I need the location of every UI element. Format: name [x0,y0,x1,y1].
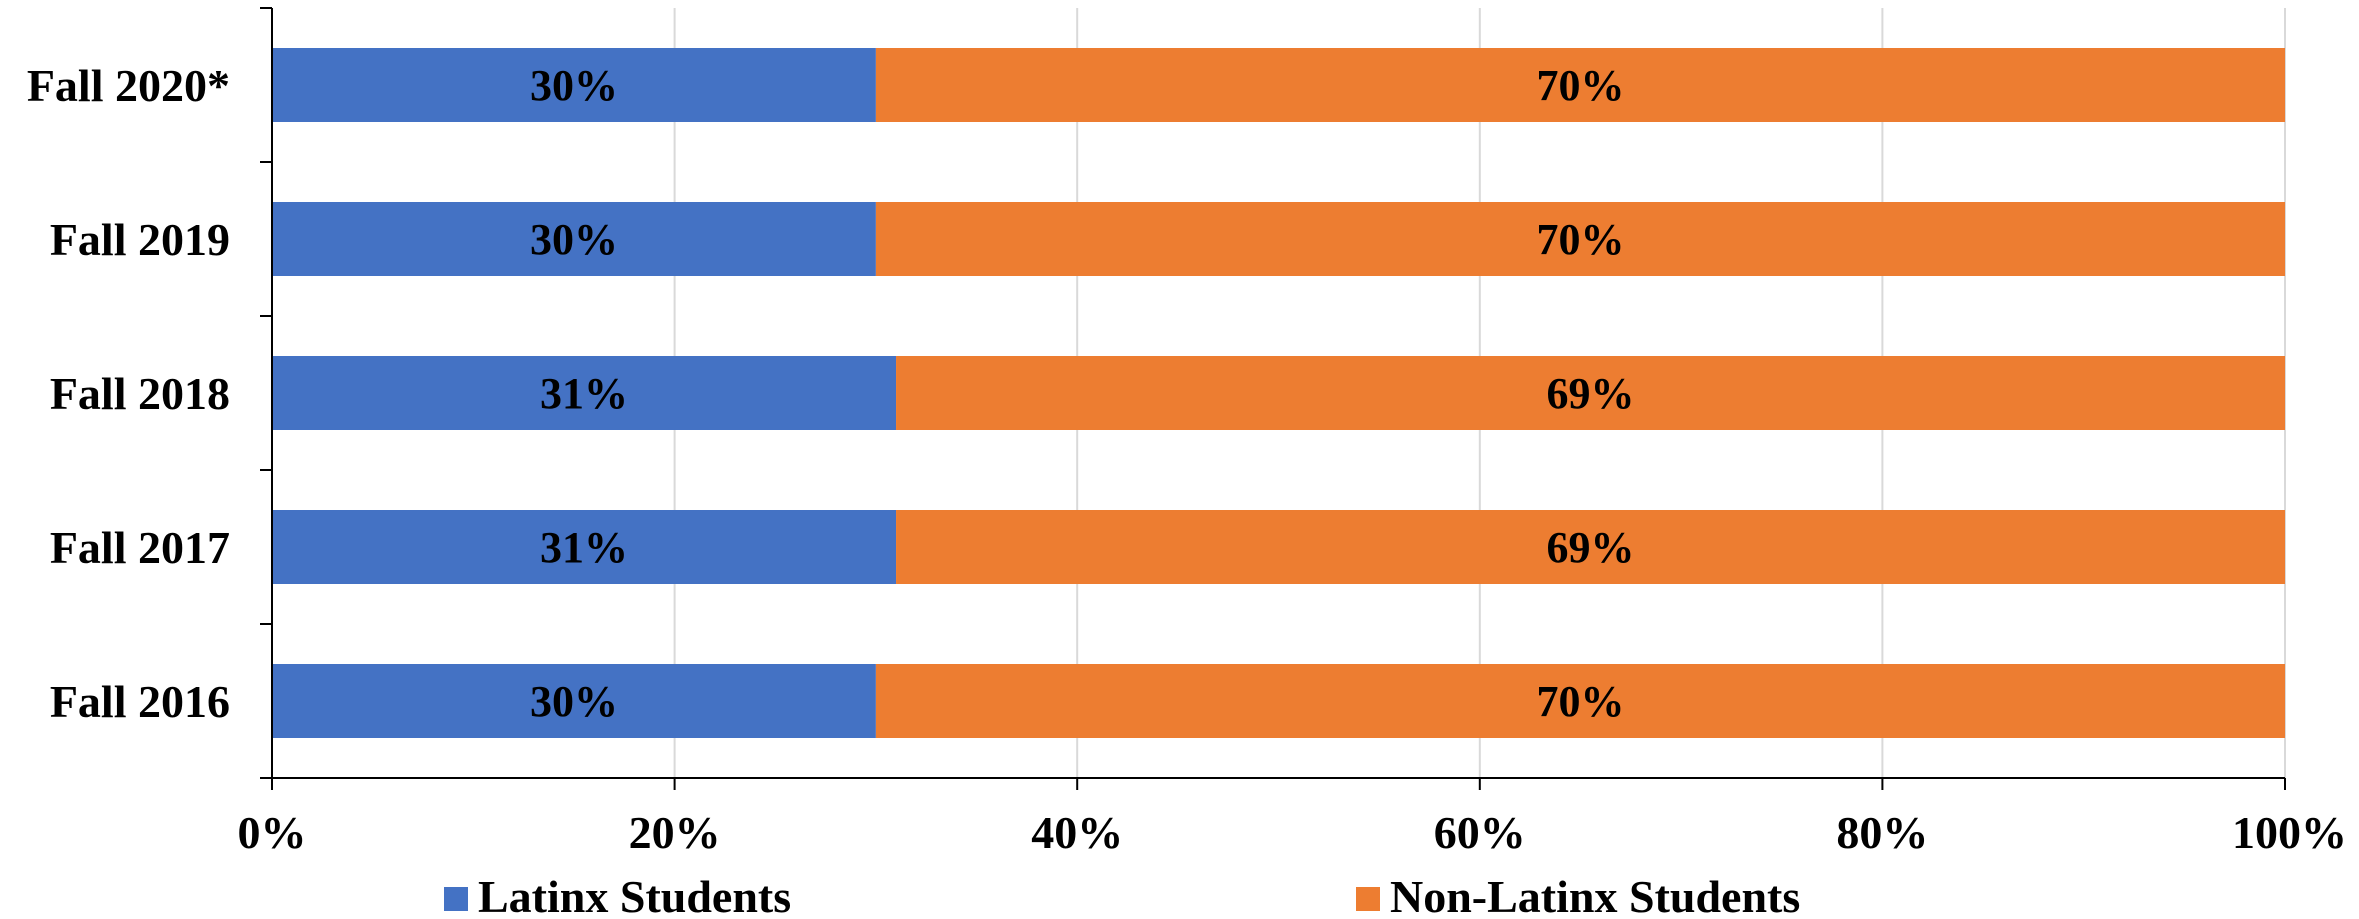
bar-segment [272,48,876,122]
bar-segment [272,202,876,276]
bar-segment [272,356,897,430]
bar-segment [875,48,2285,122]
category-label: Fall 2020* [27,60,230,111]
legend-swatch [1356,887,1380,911]
x-tick-label: 20% [629,807,721,858]
data-label: 70% [1536,215,1624,264]
bars [272,48,2285,738]
data-label: 69% [1547,369,1635,418]
legend: Latinx Students Non-Latinx Students [444,871,1800,919]
data-label: 31% [540,523,628,572]
data-label: 30% [530,215,618,264]
data-labels: 30% 70% 30% 70% 31% 69% 31% 69% 30% 70% [530,61,1635,726]
axes [260,7,2286,790]
x-tick-labels: 0% 20% 40% 60% 80% 100% [238,807,2348,858]
bar-segment [875,202,2285,276]
data-label: 69% [1547,523,1635,572]
data-label: 30% [530,677,618,726]
data-label: 31% [540,369,628,418]
data-label: 70% [1536,61,1624,110]
data-label: 30% [530,61,618,110]
x-tick-label: 100% [2232,807,2347,858]
category-label: Fall 2018 [50,368,230,419]
x-tick-label: 0% [238,807,307,858]
legend-label: Latinx Students [478,871,791,919]
x-tick-label: 40% [1031,807,1123,858]
x-tick-label: 80% [1836,807,1928,858]
bar-segment [272,664,876,738]
bar-segment [875,664,2285,738]
legend-label: Non-Latinx Students [1390,871,1800,919]
legend-swatch [444,887,468,911]
category-label: Fall 2016 [50,676,230,727]
category-label: Fall 2017 [50,522,230,573]
category-label: Fall 2019 [50,214,230,265]
x-tick-label: 60% [1434,807,1526,858]
category-labels: Fall 2020* Fall 2019 Fall 2018 Fall 2017 Fal… [27,60,230,727]
bar-segment [272,510,897,584]
bar-segment [896,510,2285,584]
data-label: 70% [1536,677,1624,726]
bar-segment [896,356,2285,430]
